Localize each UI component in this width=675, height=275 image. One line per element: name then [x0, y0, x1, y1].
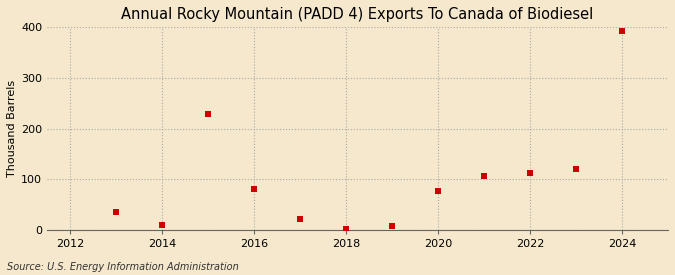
Point — [295, 216, 306, 221]
Point — [111, 210, 122, 214]
Text: Source: U.S. Energy Information Administration: Source: U.S. Energy Information Administ… — [7, 262, 238, 272]
Point — [202, 112, 213, 117]
Point — [157, 222, 167, 227]
Point — [617, 29, 628, 33]
Y-axis label: Thousand Barrels: Thousand Barrels — [7, 80, 17, 177]
Point — [524, 171, 535, 175]
Point — [479, 174, 489, 178]
Point — [433, 189, 443, 193]
Point — [570, 167, 581, 171]
Point — [248, 187, 259, 191]
Title: Annual Rocky Mountain (PADD 4) Exports To Canada of Biodiesel: Annual Rocky Mountain (PADD 4) Exports T… — [122, 7, 594, 22]
Point — [387, 224, 398, 229]
Point — [341, 227, 352, 231]
